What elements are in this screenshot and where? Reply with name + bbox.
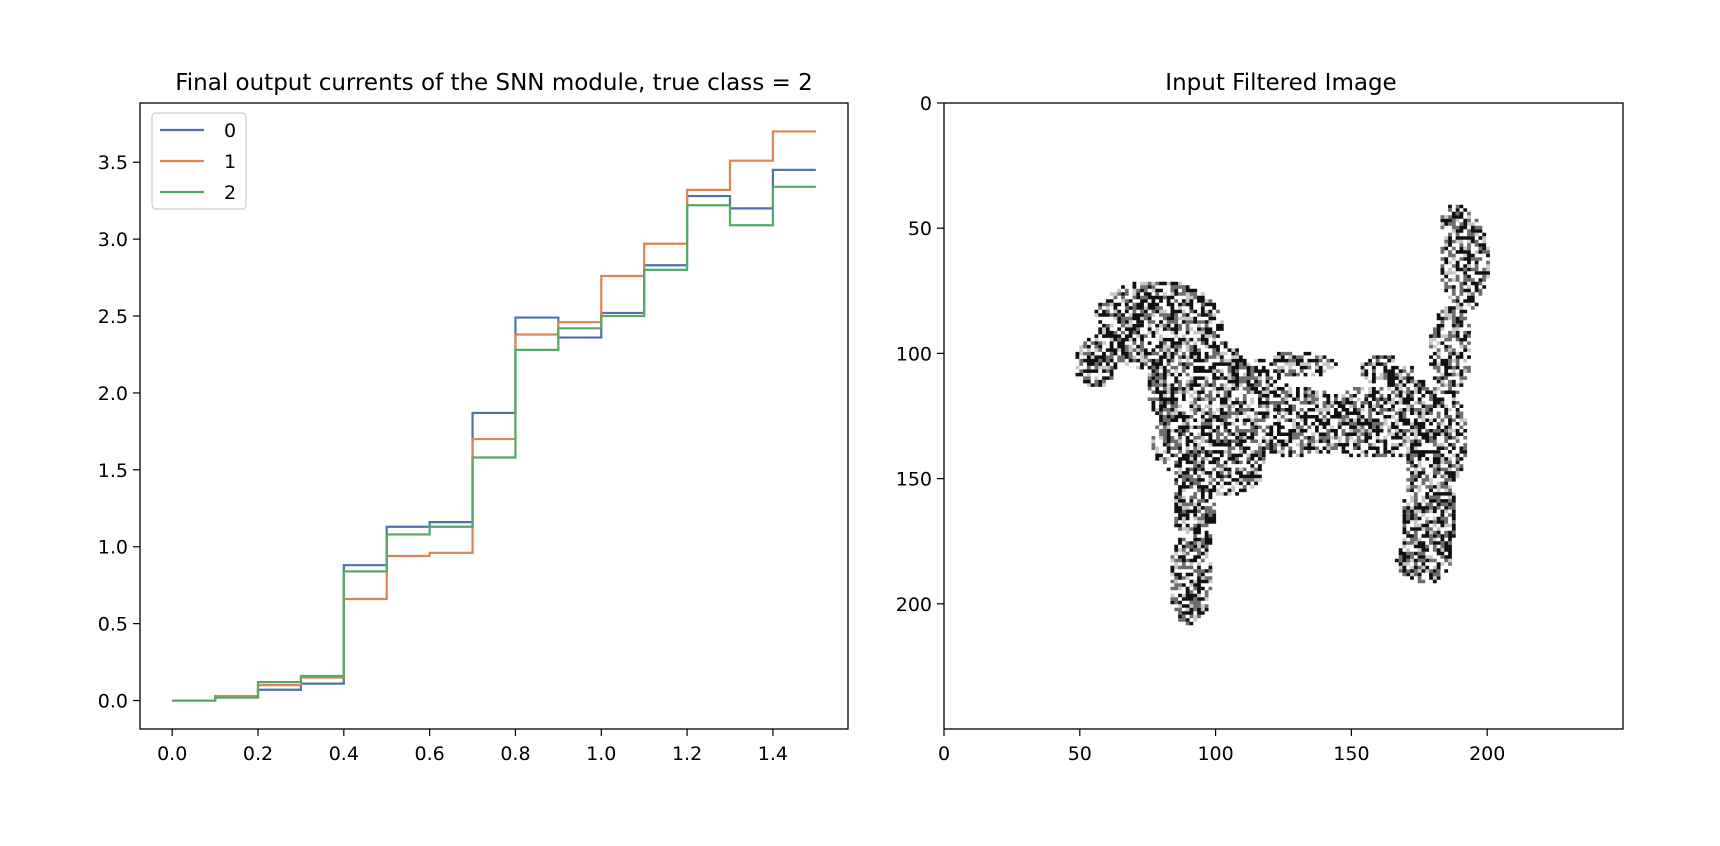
image-y-tick-label: 150 <box>896 469 932 491</box>
legend-label-2: 2 <box>224 182 236 204</box>
y-tick-label: 1.0 <box>98 537 128 559</box>
currents-chart: Final output currents of the SNN module,… <box>98 70 849 765</box>
y-tick-label: 2.0 <box>98 383 128 405</box>
image-x-tick-label: 100 <box>1197 743 1233 765</box>
image-x-tick-label: 0 <box>938 743 950 765</box>
line-plot-area <box>172 130 816 702</box>
legend: 0 1 2 <box>151 112 247 210</box>
series-line-1 <box>172 130 816 702</box>
legend-label-0: 0 <box>224 120 236 142</box>
image-title: Input Filtered Image <box>1165 70 1396 96</box>
y-tick-label: 2.5 <box>98 306 128 328</box>
y-tick-label: 3.0 <box>98 229 128 251</box>
x-tick-label: 0.8 <box>500 743 530 765</box>
x-tick-label: 1.2 <box>672 743 702 765</box>
image-x-tick-label: 150 <box>1333 743 1369 765</box>
image-x-tick-label: 200 <box>1469 743 1505 765</box>
y-tick-label: 0.0 <box>98 691 128 713</box>
x-tick-label: 0.2 <box>243 743 273 765</box>
image-y-tick-label: 50 <box>908 218 932 240</box>
x-tick-label: 0.6 <box>415 743 445 765</box>
series-line-2 <box>172 185 816 702</box>
image-frame <box>943 102 1624 730</box>
series-line-0 <box>172 168 816 702</box>
x-tick-label: 1.0 <box>586 743 616 765</box>
image-y-tick-label: 100 <box>896 343 932 365</box>
axis-ticks: 0.0 0.2 0.4 0.6 0.8 1.0 1.2 1.4 0.0 0.5 1.0 1.5 2.0 2… <box>98 152 788 765</box>
plot-frame <box>139 102 849 730</box>
image-y-tick-label: 200 <box>896 594 932 616</box>
x-tick-label: 1.4 <box>758 743 788 765</box>
image-pixels-dark <box>1075 204 1490 626</box>
chart-title: Final output currents of the SNN module,… <box>175 70 813 96</box>
legend-label-1: 1 <box>224 151 236 173</box>
filtered-image-panel: Input Filtered Image 0 50 100 150 200 0 50 100 1… <box>896 70 1624 765</box>
image-pixels-gray <box>1079 204 1490 626</box>
image-x-tick-label: 50 <box>1068 743 1092 765</box>
image-pixels-light <box>1075 215 1490 622</box>
y-tick-label: 0.5 <box>98 614 128 636</box>
y-tick-label: 1.5 <box>98 460 128 482</box>
image-axis-ticks: 0 50 100 150 200 0 50 100 150 200 <box>896 93 1506 765</box>
x-tick-label: 0.0 <box>157 743 187 765</box>
filtered-image <box>944 103 1623 729</box>
image-y-tick-label: 0 <box>920 93 932 115</box>
x-tick-label: 0.4 <box>329 743 359 765</box>
y-tick-label: 3.5 <box>98 152 128 174</box>
